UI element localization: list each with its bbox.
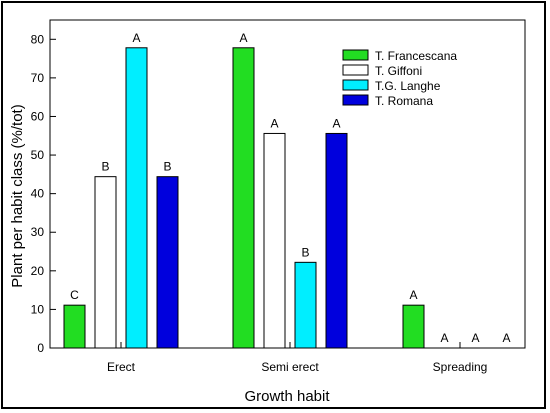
legend-swatch bbox=[342, 94, 369, 106]
x-axis-title: Growth habit bbox=[244, 388, 330, 405]
legend-label: T. Romana bbox=[375, 94, 433, 108]
significance-letter: B bbox=[163, 160, 171, 174]
legend-label: T. Francescana bbox=[375, 49, 457, 63]
y-tick-label: 30 bbox=[31, 225, 45, 239]
y-tick-label: 50 bbox=[31, 148, 45, 162]
bar bbox=[94, 176, 117, 349]
legend-label: T.G. Langhe bbox=[375, 79, 441, 93]
bar bbox=[263, 132, 286, 349]
bar bbox=[325, 132, 348, 349]
significance-letter: B bbox=[301, 245, 309, 259]
bar bbox=[402, 304, 425, 349]
y-tick-label: 10 bbox=[31, 302, 45, 316]
significance-letter: A bbox=[239, 31, 247, 45]
significance-letter: C bbox=[70, 288, 79, 302]
y-axis: 0 10 20 30 40 50 60 70 80 bbox=[31, 32, 56, 355]
legend-swatch bbox=[342, 64, 369, 76]
significance-letter: A bbox=[502, 331, 510, 345]
y-tick-label: 80 bbox=[31, 32, 45, 46]
plot-area bbox=[49, 19, 526, 349]
bars bbox=[63, 47, 425, 349]
legend-swatch bbox=[342, 49, 369, 61]
x-tick-label: Spreading bbox=[433, 360, 488, 374]
significance-labels: C B A B A A B A A A A A bbox=[70, 31, 510, 345]
significance-letter: A bbox=[440, 331, 448, 345]
significance-letter: B bbox=[101, 160, 109, 174]
y-tick-label: 40 bbox=[31, 187, 45, 201]
bar bbox=[294, 261, 317, 349]
significance-letter: A bbox=[270, 116, 278, 130]
y-tick-label: 0 bbox=[37, 341, 44, 355]
legend-swatch bbox=[342, 79, 369, 91]
significance-letter: A bbox=[132, 31, 140, 45]
bar bbox=[63, 304, 86, 349]
bar bbox=[232, 47, 255, 349]
significance-letter: A bbox=[471, 331, 479, 345]
x-axis: Erect Semi erect Spreading bbox=[107, 342, 487, 374]
bar bbox=[125, 47, 148, 349]
x-tick-label: Erect bbox=[107, 360, 136, 374]
significance-letter: A bbox=[409, 288, 417, 302]
significance-letter: A bbox=[332, 116, 340, 130]
y-tick-label: 60 bbox=[31, 109, 45, 123]
legend-label: T. Giffoni bbox=[375, 64, 422, 78]
y-tick-label: 70 bbox=[31, 71, 45, 85]
plot-border bbox=[49, 19, 526, 349]
bar bbox=[156, 176, 179, 349]
x-tick-label: Semi erect bbox=[261, 360, 319, 374]
y-tick-label: 20 bbox=[31, 264, 45, 278]
y-axis-title: Plant per habit class (%/tot) bbox=[9, 104, 26, 287]
